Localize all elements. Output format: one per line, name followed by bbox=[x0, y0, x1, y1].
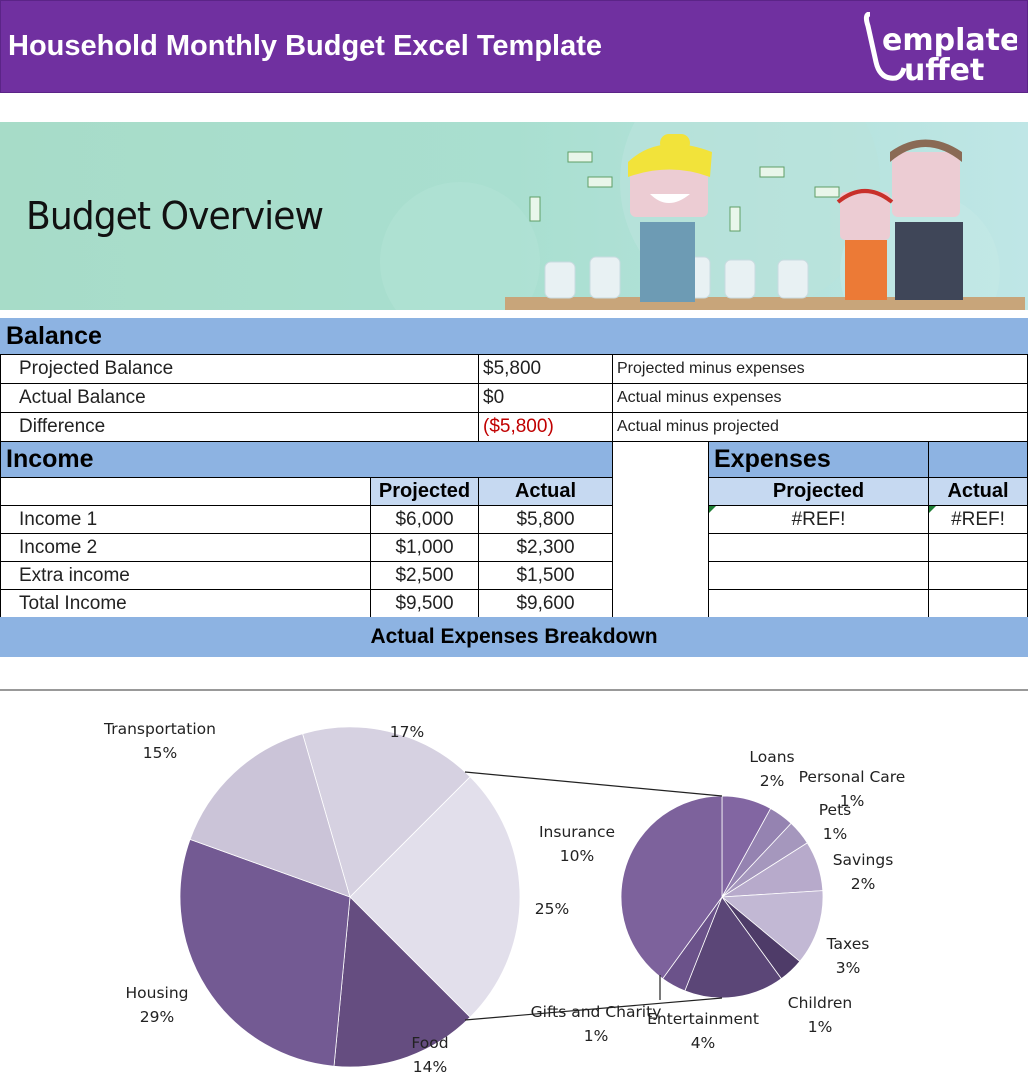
svg-text:emplate: emplate bbox=[882, 23, 1017, 58]
budget-overview-banner: Budget Overview bbox=[0, 122, 1028, 310]
app-title: Household Monthly Budget Excel Template bbox=[8, 30, 603, 62]
label-gifts-and-charity: Gifts and Charity 1% bbox=[530, 1003, 662, 1045]
label-savings: Savings 2% bbox=[832, 851, 894, 893]
expenses-col-actual: Actual bbox=[928, 477, 1028, 506]
family-savings-illustration bbox=[380, 122, 1025, 310]
label-transportation: Transportation 15% bbox=[104, 720, 216, 762]
secondary-slice-insurance bbox=[620, 795, 723, 980]
label-children: Children 1% bbox=[787, 994, 853, 1036]
label-unnamed-slice: 17% bbox=[389, 723, 425, 741]
series-connector-line bbox=[464, 997, 723, 1021]
main-slice-housing bbox=[179, 838, 351, 1067]
label-loans: Loans 2% bbox=[749, 748, 795, 790]
error-indicator-icon bbox=[709, 506, 716, 513]
main-slice-food bbox=[333, 896, 471, 1068]
chart-top-border bbox=[0, 689, 1028, 691]
label-housing: Housing 29% bbox=[125, 984, 189, 1026]
income-section-header: Income bbox=[0, 441, 613, 478]
banner-title: Budget Overview bbox=[26, 194, 324, 238]
main-slice-unnamed bbox=[302, 726, 471, 898]
main-slice-other bbox=[349, 776, 521, 1018]
balance-section-header: Balance bbox=[0, 318, 1028, 355]
label-pets: Pets 1% bbox=[818, 801, 852, 843]
expense-actual-value: #REF! bbox=[951, 508, 1005, 530]
secondary-slice-entertainment bbox=[684, 896, 782, 999]
label-entertainment: Entertainment 4% bbox=[647, 1010, 759, 1052]
label-other: 25% bbox=[534, 900, 570, 918]
label-personal-care: Personal Care 1% bbox=[798, 768, 906, 810]
expense-projected-value: #REF! bbox=[791, 508, 846, 530]
series-connector-line bbox=[464, 771, 723, 797]
secondary-slice-taxes bbox=[720, 890, 824, 962]
expenses-section-header: Expenses bbox=[708, 441, 929, 478]
breakdown-section-header: Actual Expenses Breakdown bbox=[0, 617, 1028, 657]
title-bar bbox=[0, 0, 1028, 93]
main-slice-transportation bbox=[189, 733, 351, 898]
income-col-actual: Actual bbox=[478, 477, 613, 506]
label-taxes: Taxes 3% bbox=[826, 935, 870, 977]
template-buffet-logo: emplate uffet bbox=[863, 12, 1017, 86]
label-insurance: Insurance 10% bbox=[538, 823, 616, 865]
error-indicator-icon bbox=[929, 506, 936, 513]
expenses-col-projected: Projected bbox=[708, 477, 929, 506]
svg-text:uffet: uffet bbox=[904, 53, 984, 86]
label-food: Food 14% bbox=[411, 1034, 449, 1076]
